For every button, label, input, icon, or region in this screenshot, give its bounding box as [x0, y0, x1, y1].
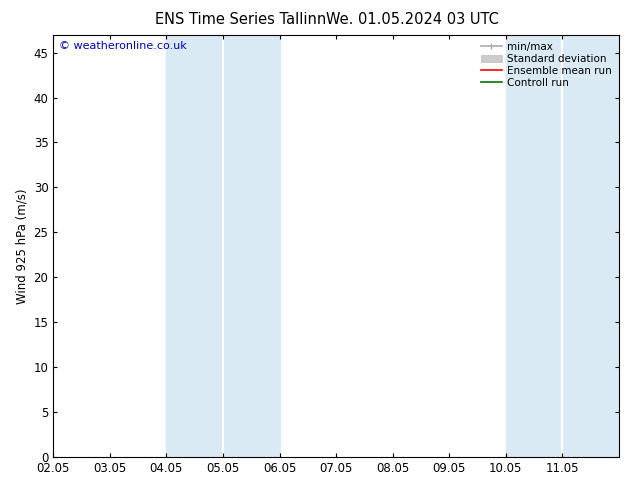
Legend: min/max, Standard deviation, Ensemble mean run, Controll run: min/max, Standard deviation, Ensemble me…: [479, 40, 614, 90]
Text: We. 01.05.2024 03 UTC: We. 01.05.2024 03 UTC: [326, 12, 498, 27]
Bar: [506, 35, 562, 457]
Y-axis label: Wind 925 hPa (m/s): Wind 925 hPa (m/s): [15, 188, 28, 304]
Bar: [223, 35, 280, 457]
Text: © weatheronline.co.uk: © weatheronline.co.uk: [59, 41, 186, 51]
Bar: [562, 35, 619, 457]
Bar: [167, 35, 223, 457]
Text: ENS Time Series Tallinn: ENS Time Series Tallinn: [155, 12, 327, 27]
